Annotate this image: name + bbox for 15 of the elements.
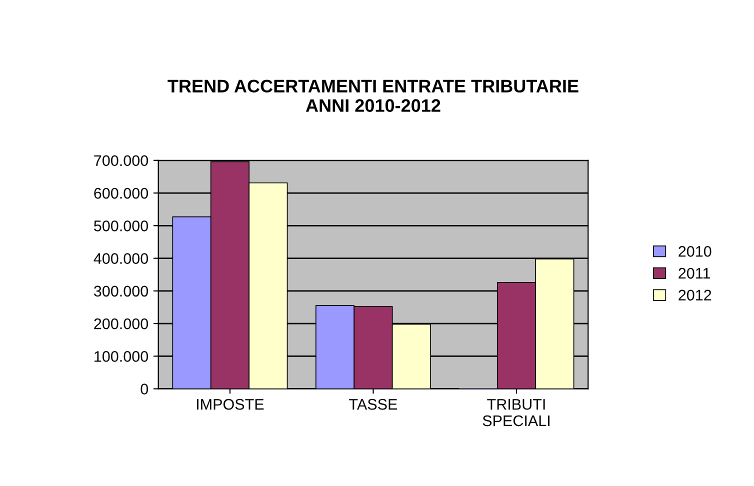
y-tick-label: 600.000 [94,188,148,199]
legend-label: 2010 [678,246,712,257]
chart-title: TREND ACCERTAMENTI ENTRATE TRIBUTARIE ANNI 2010-2012 [168,80,578,112]
legend-label: 2011 [678,268,710,279]
legend-label: 2012 [678,290,712,301]
y-tick-label: 200.000 [94,318,148,330]
y-tick-label: 500.000 [94,220,148,232]
x-tick-label: TRIBUTI SPECIALI [482,399,550,426]
x-tick-label: TASSE [349,398,398,410]
y-tick-label: 400.000 [94,253,148,264]
y-tick-label: 300.000 [94,286,148,297]
y-tick-label: 100.000 [94,351,148,362]
y-tick-label: 0 [140,384,148,394]
y-tick-label: 700.000 [94,155,148,166]
x-tick-label: IMPOSTE [197,398,264,410]
